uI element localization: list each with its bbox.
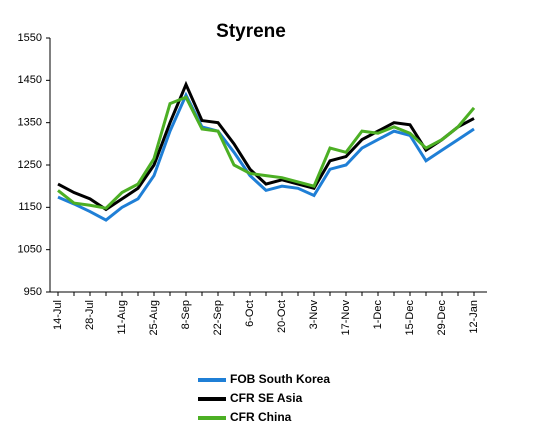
x-tick-label: 29-Dec — [436, 300, 448, 336]
legend-label: FOB South Korea — [230, 372, 330, 386]
chart-title: Styrene — [216, 21, 286, 42]
x-tick-label: 1-Dec — [372, 300, 384, 330]
line — [57, 80, 475, 212]
x-tick-label: 15-Dec — [404, 300, 416, 336]
y-tick-label: 1250 — [18, 159, 42, 171]
x-tick-label: 12-Jan — [468, 300, 480, 334]
y-tick-label: 1050 — [18, 244, 42, 256]
line — [57, 91, 475, 222]
y-tick-label: 1350 — [18, 117, 42, 129]
y-tick-label: 950 — [24, 286, 42, 298]
x-tick-label: 17-Nov — [340, 300, 352, 336]
y-tick-label: 1450 — [18, 74, 42, 86]
x-tick-label: 28-Jul — [84, 300, 96, 330]
legend-label: CFR SE Asia — [230, 391, 303, 405]
x-tick-label: 20-Oct — [276, 300, 288, 333]
x-tick-label: 3-Nov — [308, 300, 320, 330]
x-tick-label: 22-Sep — [212, 300, 224, 335]
line — [57, 95, 476, 210]
x-tick-label: 6-Oct — [244, 300, 256, 327]
x-tick-label: 14-Jul — [52, 300, 64, 330]
x-tick-label: 8-Sep — [180, 300, 192, 329]
x-tick-label: 11-Aug — [116, 300, 128, 335]
legend-label: CFR China — [230, 410, 292, 424]
y-tick-label: 1150 — [18, 201, 42, 213]
y-tick-label: 1550 — [18, 32, 42, 44]
x-tick-label: 25-Aug — [148, 300, 160, 335]
